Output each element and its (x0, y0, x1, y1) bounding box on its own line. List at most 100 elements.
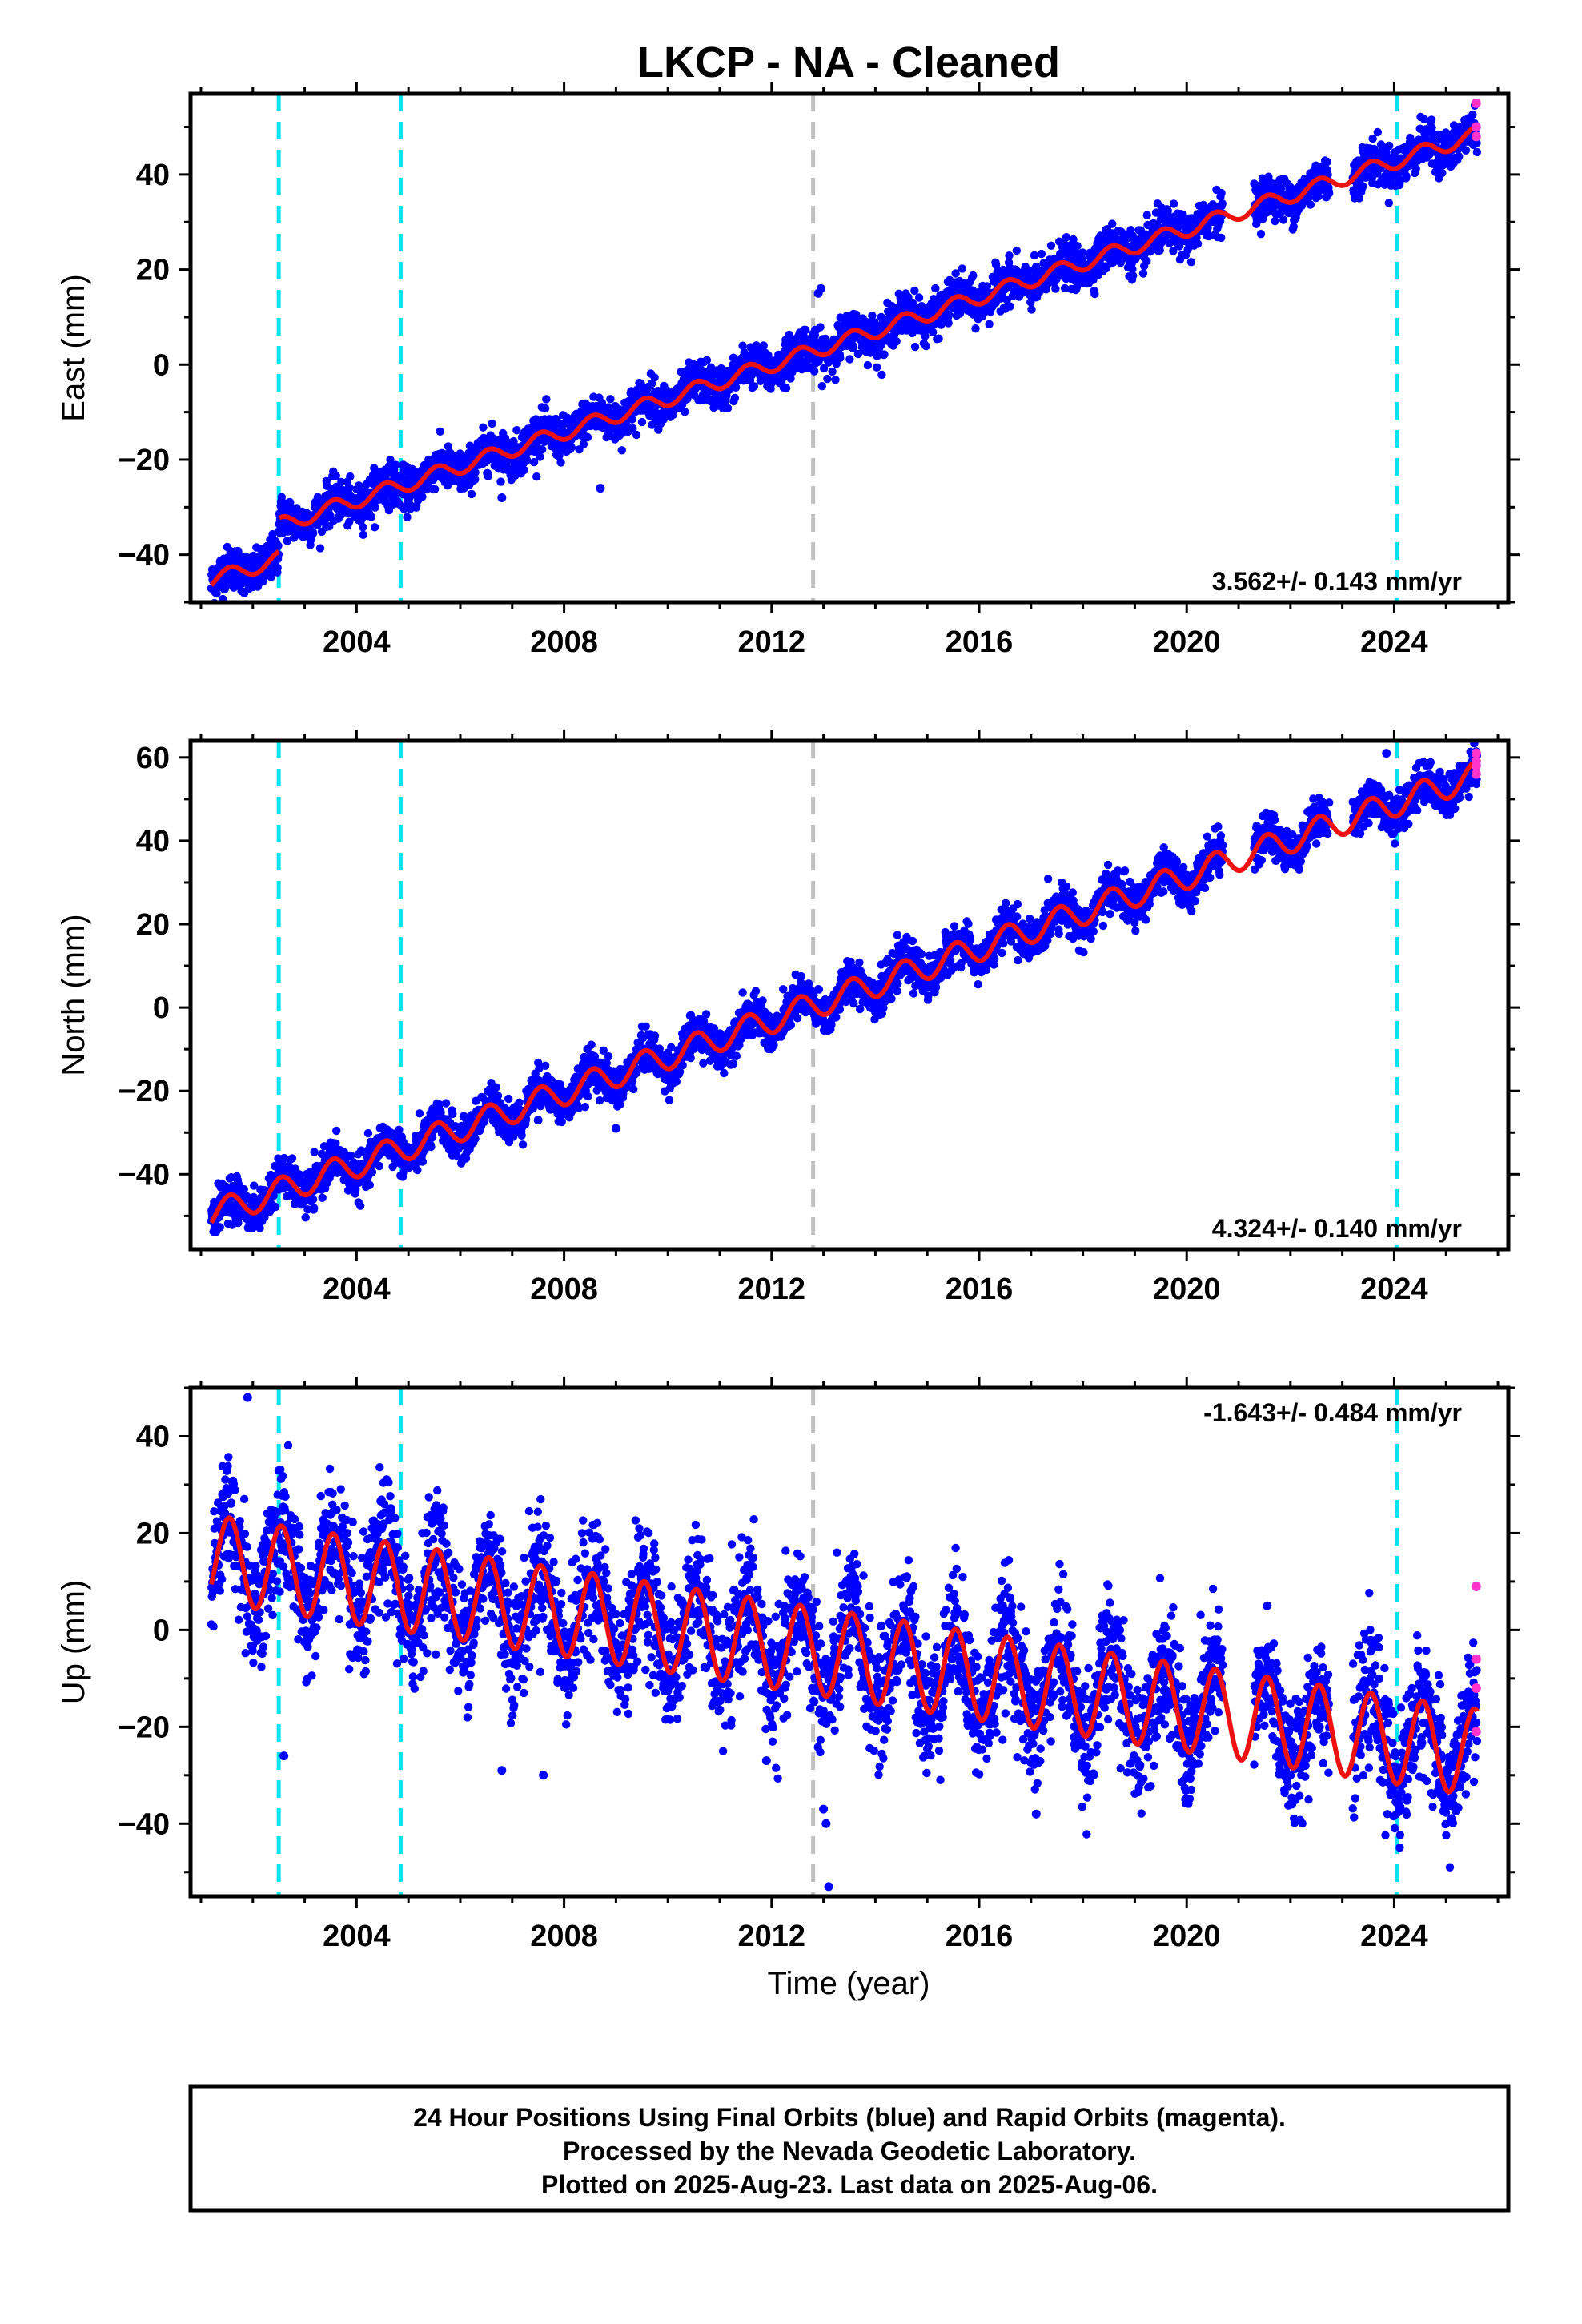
position-point (332, 1126, 341, 1136)
position-point (492, 1083, 500, 1092)
position-point (444, 442, 452, 451)
position-point (310, 1204, 319, 1212)
position-point (647, 379, 656, 388)
position-point (759, 341, 768, 350)
position-point (910, 286, 919, 296)
position-point (1271, 216, 1279, 226)
position-point (1323, 157, 1332, 167)
position-point (1279, 215, 1288, 224)
position-point (786, 374, 795, 383)
position-point (1217, 188, 1226, 198)
position-point (781, 384, 791, 392)
position-point (681, 408, 689, 416)
position-point (484, 472, 492, 480)
position-point (637, 417, 647, 427)
position-point (892, 337, 901, 346)
position-point (1455, 152, 1464, 161)
position-point (1218, 199, 1227, 208)
position-point (370, 523, 379, 532)
position-point (817, 382, 826, 391)
position-point (1468, 110, 1477, 119)
position-point (816, 323, 825, 332)
position-point (606, 395, 615, 404)
position-point (346, 472, 355, 481)
position-point (1169, 199, 1178, 208)
position-point (1142, 211, 1151, 219)
position-point (628, 424, 637, 433)
position-point (1402, 171, 1411, 181)
position-point (532, 472, 541, 481)
position-point (277, 493, 286, 501)
x-tick-label: 2016 (946, 625, 1014, 659)
position-point (271, 1202, 280, 1212)
position-point (1051, 284, 1060, 293)
plot-area (207, 94, 1482, 602)
y-tick-label: 40 (136, 159, 170, 192)
position-point (363, 1128, 373, 1138)
position-point (520, 465, 528, 475)
position-point (604, 403, 612, 412)
position-point (914, 293, 924, 302)
position-point (325, 522, 334, 531)
position-point (522, 455, 531, 464)
position-point (356, 1201, 365, 1210)
position-point (345, 517, 354, 526)
panel-east: 2004 2008 2012 2016 2020 2024−40−2002040East … (56, 82, 1520, 659)
position-point (267, 573, 275, 581)
position-point (259, 577, 268, 585)
position-point (441, 1099, 451, 1108)
position-point (788, 368, 797, 376)
position-point (1037, 249, 1046, 259)
position-point (375, 1161, 384, 1171)
x-tick-label: 2012 (738, 625, 806, 659)
position-point (944, 319, 953, 328)
position-point (234, 1218, 243, 1228)
position-point (371, 503, 379, 512)
position-point (934, 334, 943, 343)
position-point (512, 426, 521, 435)
position-point (1385, 141, 1394, 151)
position-point (1427, 123, 1436, 132)
position-point (365, 1180, 374, 1190)
y-tick-label: 0 (153, 348, 170, 382)
position-point (971, 324, 980, 333)
rapid-orbit-point (1471, 98, 1481, 108)
position-point (315, 544, 325, 553)
position-point (418, 1157, 428, 1166)
position-point (1373, 127, 1383, 137)
position-point (1006, 302, 1014, 311)
position-point (1472, 147, 1482, 157)
position-point (415, 1109, 424, 1118)
position-point (370, 464, 379, 472)
position-point (863, 360, 873, 370)
position-point (1359, 182, 1367, 191)
position-point (1138, 269, 1148, 278)
position-point (1030, 251, 1039, 260)
position-point (515, 1098, 524, 1108)
position-point (579, 440, 588, 448)
position-point (1256, 230, 1266, 239)
position-point (1142, 256, 1151, 266)
position-point (529, 457, 539, 467)
position-point (1217, 233, 1226, 243)
position-point (583, 432, 592, 442)
position-point (958, 264, 967, 273)
position-point (555, 451, 564, 460)
position-point (1438, 168, 1447, 178)
position-point (702, 356, 712, 364)
position-point (212, 589, 221, 598)
position-point (556, 458, 565, 467)
position-point (308, 529, 318, 538)
position-point (283, 537, 291, 545)
position-point (301, 1213, 310, 1222)
position-point (738, 341, 747, 350)
position-point (617, 446, 626, 455)
rapid-orbit-point (1471, 131, 1481, 142)
position-point (345, 484, 354, 493)
position-point (567, 443, 576, 452)
position-point (488, 419, 496, 428)
velocity-label: 3.562+/- 0.143 mm/yr (1212, 567, 1462, 596)
position-point (471, 475, 480, 484)
position-point (400, 505, 408, 513)
